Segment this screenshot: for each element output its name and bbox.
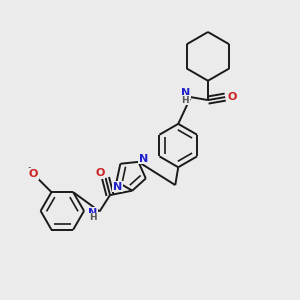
Text: H: H <box>182 96 189 105</box>
Text: N: N <box>113 182 122 192</box>
Text: O: O <box>29 169 38 179</box>
Text: O: O <box>227 92 236 102</box>
Text: N: N <box>88 208 98 218</box>
Text: H: H <box>89 214 97 223</box>
Text: N: N <box>139 154 148 164</box>
Text: O: O <box>95 168 105 178</box>
Text: N: N <box>181 88 190 98</box>
